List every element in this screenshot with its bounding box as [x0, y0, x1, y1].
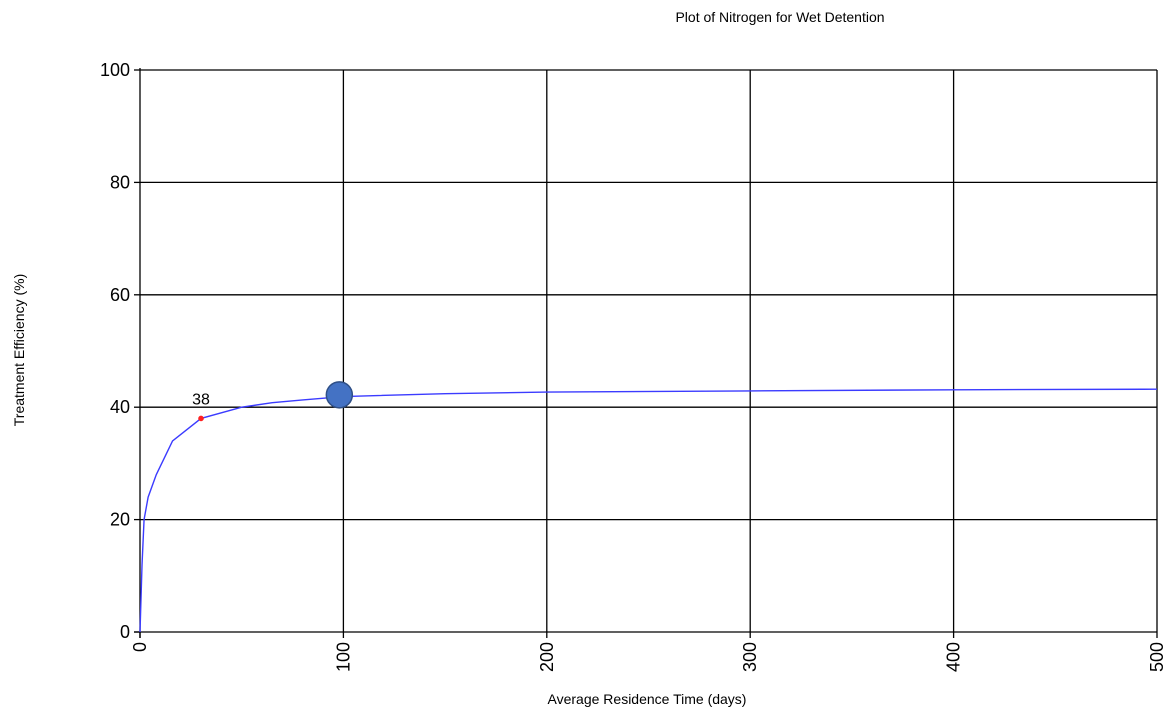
gridlines: [140, 69, 1158, 632]
x-tick-label: 300: [740, 642, 760, 672]
axes: [134, 68, 1157, 638]
series-line: [139, 388, 1158, 633]
highlight-point-label: 38: [192, 391, 210, 408]
tick-labels: 0 20 40 60 80 100 0 100 200 300 400 500: [100, 60, 1166, 672]
y-tick-label: 80: [110, 172, 130, 192]
x-tick-label: 400: [944, 642, 964, 672]
series-lines: [139, 388, 1158, 633]
x-tick-label: 200: [537, 642, 557, 672]
x-tick-label: 500: [1147, 642, 1166, 672]
y-tick-label: 40: [110, 397, 130, 417]
annotations: 38: [192, 381, 354, 422]
y-axis-label: Treatment Efficiency (%): [11, 274, 27, 427]
y-tick-label: 20: [110, 510, 130, 530]
y-tick-label: 60: [110, 285, 130, 305]
current-value-marker[interactable]: [325, 381, 354, 409]
chart-title: Plot of Nitrogen for Wet Detention: [675, 9, 884, 25]
x-tick-label: 0: [130, 642, 150, 652]
x-axis-label: Average Residence Time (days): [548, 691, 747, 707]
y-tick-label: 0: [120, 622, 130, 642]
y-tick-label: 100: [100, 60, 130, 80]
highlight-point: [198, 415, 204, 422]
x-tick-label: 100: [333, 642, 353, 672]
